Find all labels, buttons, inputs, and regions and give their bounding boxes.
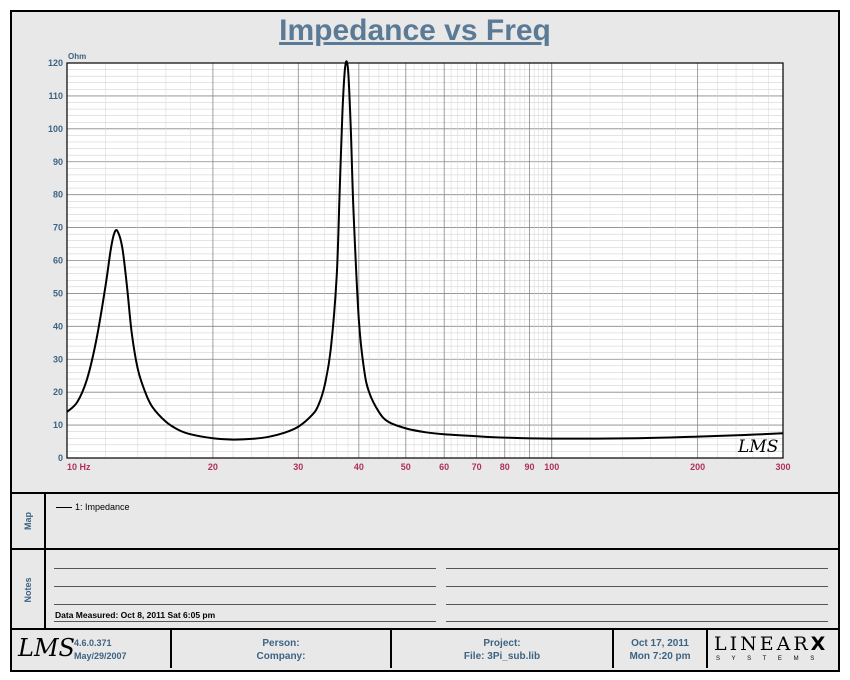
company-label: Company: [256, 651, 306, 662]
chart-grid [66, 62, 783, 459]
notes-line [446, 568, 828, 569]
map-section [12, 492, 838, 550]
x-tick-label: 90 [525, 462, 535, 472]
x-tick-label: 100 [544, 462, 559, 472]
notes-line [446, 621, 828, 622]
y-tick-label: 30 [53, 354, 63, 364]
lms-logo: LMS [18, 634, 75, 662]
map-legend-entry: 1: Impedance [56, 502, 130, 512]
x-tick-label: 70 [472, 462, 482, 472]
footer-person-cell: Person: Company: [172, 630, 392, 668]
linearx-logo: LINEARX S Y S T E M S [708, 630, 836, 668]
y-axis-label: Ohm [68, 52, 86, 61]
y-tick-label: 20 [53, 387, 63, 397]
x-tick-label: 60 [439, 462, 449, 472]
lms-watermark: LMS [737, 437, 778, 457]
notes-line [54, 586, 436, 587]
plot-area-border [66, 62, 784, 459]
version-date: May/29/2007 [74, 651, 127, 661]
notes-label-cell: Notes [12, 550, 46, 630]
footer-date-cell: Oct 17, 2011 Mon 7:20 pm [614, 630, 708, 668]
legend-label: 1: Impedance [75, 502, 130, 512]
footer-logo-cell: LMS 4.6.0.371 May/29/2007 [12, 630, 172, 668]
map-label: Map [23, 512, 33, 530]
linearx-systems: S Y S T E M S [716, 656, 820, 662]
x-tick-label: 10 Hz [67, 462, 91, 472]
y-tick-label: 90 [53, 157, 63, 167]
notes-section [12, 548, 838, 630]
impedance-series-line [66, 60, 784, 441]
x-tick-label: 80 [500, 462, 510, 472]
y-tick-label: 10 [53, 420, 63, 430]
x-tick-label: 30 [293, 462, 303, 472]
footer-section [12, 628, 838, 670]
y-tick-label: 40 [53, 321, 63, 331]
version-number: 4.6.0.371 [74, 638, 112, 648]
footer-time: Mon 7:20 pm [629, 651, 691, 662]
x-tick-label: 50 [401, 462, 411, 472]
footer-date: Oct 17, 2011 [631, 638, 689, 649]
notes-line [54, 568, 436, 569]
notes-line [446, 604, 828, 605]
notes-line [54, 604, 436, 605]
legend-line-swatch [56, 507, 72, 509]
project-label: Project: [483, 638, 521, 649]
linearx-word: LINEAR [714, 633, 811, 655]
y-tick-label: 0 [58, 453, 63, 463]
notes-line [54, 621, 436, 622]
y-tick-label: 120 [48, 58, 63, 68]
file-label: File: 3Pi_sub.lib [463, 651, 541, 662]
x-tick-label: 40 [354, 462, 364, 472]
notes-label: Notes [23, 577, 33, 603]
y-tick-label: 100 [48, 124, 63, 134]
y-tick-label: 60 [53, 256, 63, 266]
measured-date-text: Data Measured: Oct 8, 2011 Sat 6:05 pm [55, 610, 216, 620]
x-tick-label: 20 [208, 462, 218, 472]
y-tick-label: 110 [48, 91, 63, 101]
linearx-x: X [810, 633, 829, 655]
map-label-cell: Map [12, 494, 46, 548]
notes-line [446, 586, 828, 587]
y-tick-label: 80 [53, 190, 63, 200]
chart-ticks: 0 10 20 30 40 50 60 70 80 90 100 110 120 10 Hz 20 30 40 5… [48, 58, 791, 472]
person-label: Person: [262, 638, 300, 649]
y-tick-label: 70 [53, 223, 63, 233]
y-tick-label: 50 [53, 288, 63, 298]
linearx-wordmark: LINEARX [714, 633, 828, 655]
x-tick-label: 300 [775, 462, 790, 472]
impedance-chart: 0 10 20 30 40 50 60 70 80 90 100 110 120 10 Hz 20 30 40 5… [48, 52, 791, 472]
x-tick-label: 200 [690, 462, 705, 472]
chart-title: Impedance vs Freq [279, 14, 551, 47]
footer-project-cell: Project: File: 3Pi_sub.lib [392, 630, 614, 668]
